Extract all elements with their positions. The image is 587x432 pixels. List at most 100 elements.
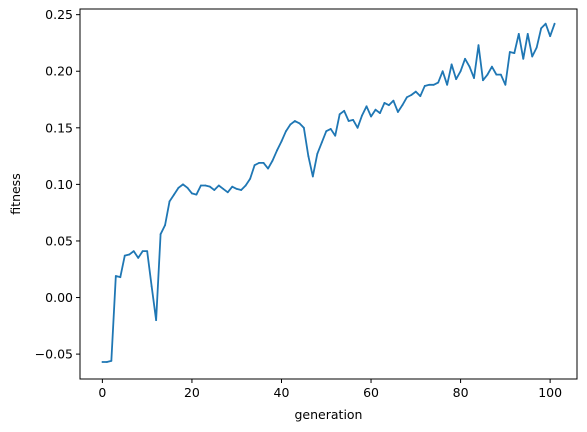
data-point (526, 32, 529, 35)
data-point (508, 51, 511, 53)
data-point (397, 111, 399, 113)
data-point (155, 319, 158, 322)
data-point (553, 22, 556, 25)
data-point (379, 112, 381, 114)
data-point (249, 177, 252, 180)
x-tick-label: 60 (363, 385, 379, 400)
data-point (285, 130, 287, 133)
data-point (486, 73, 489, 76)
data-point (177, 186, 180, 189)
data-point (432, 83, 435, 86)
data-point (217, 184, 220, 187)
x-tick-label: 0 (98, 385, 106, 400)
data-point (195, 193, 198, 196)
data-point (549, 35, 552, 38)
axes-frame (79, 8, 578, 380)
series-line-0 (102, 22, 556, 363)
data-point (517, 32, 520, 35)
data-point (419, 95, 422, 98)
data-point (495, 73, 498, 76)
data-point (105, 361, 108, 363)
data-point (208, 185, 211, 188)
data-point (204, 184, 207, 187)
y-tick-label: 0.20 (45, 64, 73, 79)
data-point (352, 118, 355, 121)
data-point (258, 161, 260, 164)
data-point (361, 114, 363, 117)
plot-area (101, 22, 556, 363)
data-point (513, 52, 516, 55)
y-tick-label: 0.00 (45, 290, 73, 305)
data-point (338, 113, 341, 116)
data-point (226, 191, 229, 194)
data-point (276, 149, 278, 152)
data-point (222, 188, 225, 190)
data-point (253, 164, 256, 167)
data-point (262, 161, 265, 164)
data-point (531, 55, 534, 58)
y-axis-ticks: −0.05 0.00 0.05 0.10 0.15 0.20 0.25 (35, 7, 80, 362)
data-point (294, 120, 296, 122)
data-point (370, 115, 372, 118)
data-point (540, 27, 543, 30)
y-tick-label: 0.15 (45, 120, 73, 135)
data-point (388, 104, 390, 107)
data-point (347, 120, 350, 122)
data-point (365, 105, 368, 108)
data-point (123, 254, 126, 257)
data-point (213, 189, 216, 191)
data-point (383, 102, 386, 104)
data-point (173, 193, 175, 196)
data-point (141, 250, 144, 253)
x-tick-label: 40 (274, 385, 290, 400)
data-point (110, 360, 113, 362)
data-point (146, 250, 149, 253)
data-point (482, 79, 484, 82)
y-tick-label: −0.05 (35, 347, 73, 362)
data-point (499, 73, 502, 76)
data-point (320, 141, 323, 144)
data-point (405, 96, 408, 99)
data-point (401, 104, 404, 107)
data-point (329, 128, 332, 130)
data-point (392, 99, 395, 102)
data-point (289, 123, 292, 126)
data-point (191, 192, 193, 195)
data-point (199, 184, 202, 187)
data-point (410, 94, 413, 96)
data-point (535, 46, 538, 49)
data-point (101, 361, 104, 363)
data-point (231, 185, 234, 188)
data-point (244, 184, 247, 187)
data-point (159, 233, 162, 236)
data-point (137, 257, 140, 259)
data-point (522, 57, 525, 60)
x-tick-label: 20 (184, 385, 200, 400)
data-point (150, 285, 153, 288)
x-tick-label: 100 (538, 385, 562, 400)
y-tick-label: 0.25 (45, 7, 73, 22)
data-point (374, 108, 377, 111)
data-point (311, 175, 314, 178)
data-point (114, 275, 117, 277)
data-point (240, 189, 243, 191)
x-tick-label: 80 (453, 385, 469, 400)
data-point (298, 122, 301, 125)
x-axis-ticks: 0 20 40 60 80 100 (98, 379, 562, 400)
data-point (343, 109, 346, 112)
data-point (307, 155, 310, 157)
data-point (302, 126, 305, 129)
data-point (164, 224, 166, 227)
data-point (182, 183, 184, 186)
data-point (316, 152, 319, 155)
data-point (441, 70, 444, 73)
data-point (459, 70, 462, 73)
data-point (267, 167, 269, 170)
data-point (186, 186, 189, 189)
data-point (119, 276, 122, 279)
data-point (428, 83, 431, 86)
data-point (437, 81, 440, 84)
data-point (168, 200, 171, 203)
data-point (414, 90, 417, 93)
